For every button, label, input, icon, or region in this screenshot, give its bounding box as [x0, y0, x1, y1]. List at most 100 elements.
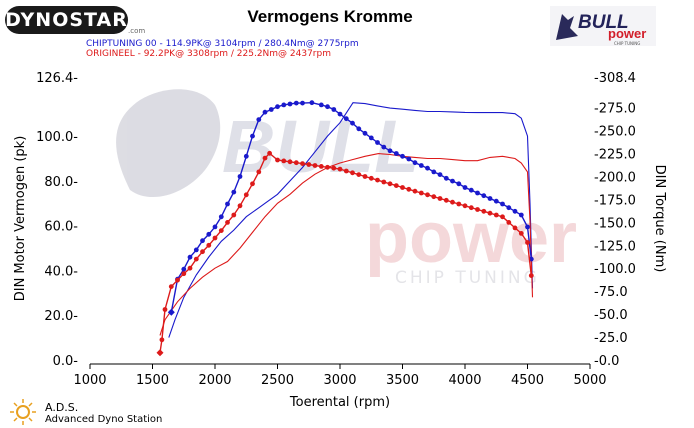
- data-point: [375, 140, 380, 145]
- data-point: [193, 247, 199, 253]
- series-line: [170, 101, 532, 313]
- data-point: [262, 109, 268, 115]
- start-marker: [156, 349, 164, 357]
- data-point: [267, 150, 272, 156]
- data-point: [181, 266, 187, 272]
- data-point: [318, 102, 324, 108]
- data-point: [425, 192, 430, 198]
- data-point: [406, 156, 412, 162]
- data-point: [200, 238, 205, 244]
- bull-logo-bull-text: BULL: [578, 12, 629, 33]
- dynostar-logo-sub: .com: [128, 27, 146, 35]
- data-point: [206, 242, 212, 248]
- data-point: [387, 148, 393, 154]
- data-point: [443, 175, 449, 181]
- data-point: [512, 225, 518, 231]
- data-point: [525, 240, 530, 245]
- data-point: [500, 214, 505, 220]
- data-point: [350, 170, 355, 176]
- data-point: [400, 185, 405, 190]
- y-right-tick-label: -50.0: [594, 308, 628, 323]
- data-point: [481, 208, 487, 214]
- data-point: [412, 188, 418, 194]
- data-point: [468, 187, 474, 193]
- data-point: [275, 104, 280, 110]
- data-point: [200, 249, 205, 255]
- data-point: [487, 210, 493, 216]
- y-right-tick-label: -100.0: [594, 262, 636, 277]
- data-point: [356, 172, 362, 178]
- data-point: [293, 100, 299, 106]
- y-left-tick-label: 126.4-: [36, 71, 78, 86]
- data-point: [231, 212, 237, 218]
- data-point: [331, 107, 337, 112]
- data-point: [275, 157, 280, 163]
- axes: 1000 1500 2000 2500 3000 3500 4000 4500 5000 0.0…: [13, 71, 667, 410]
- data-point: [318, 164, 324, 169]
- x-axis-label: Toerental (rpm): [289, 395, 390, 410]
- data-point: [443, 197, 449, 203]
- data-point: [356, 126, 362, 132]
- x-tick-label: 2500: [261, 373, 294, 388]
- bull-logo-chip-text: CHIP TUNING: [614, 41, 640, 46]
- data-point: [506, 205, 512, 211]
- data-point: [506, 220, 512, 225]
- watermark-power-text: power: [365, 198, 577, 278]
- data-point: [418, 190, 424, 196]
- y-right-tick-label: -175.0: [594, 193, 636, 208]
- y-right-ticks: -0.0 -25.0 -50.0 -75.0 -100.0 -125.0 -150.0 -17…: [594, 71, 636, 369]
- data-point: [350, 120, 355, 126]
- y-right-tick-label: -200.0: [594, 170, 636, 185]
- legend-origineel: ORIGINEEL - 92.2PK@ 3308rpm / 225.2Nm@ 2…: [86, 49, 331, 59]
- data-point: [412, 160, 418, 166]
- data-point: [212, 224, 218, 230]
- data-point: [487, 196, 493, 201]
- data-point: [325, 164, 330, 170]
- data-point: [168, 284, 174, 289]
- y-right-tick-label: -150.0: [594, 216, 636, 231]
- y-left-tick-label: 80.0-: [44, 175, 78, 190]
- data-point: [337, 111, 343, 117]
- watermark: BULL power CHIP TUNING: [116, 89, 577, 288]
- y-right-tick-label: -25.0: [594, 331, 628, 346]
- data-point: [425, 165, 430, 171]
- data-point: [450, 199, 455, 205]
- legend-chiptuning-text: CHIPTUNING 00 - 114.9PK@ 3104rpm / 280.4…: [86, 39, 359, 49]
- data-point: [431, 169, 437, 175]
- ads-sun-circle: [16, 405, 30, 419]
- x-tick-label: 2000: [198, 373, 231, 388]
- ads-sun-icon: [10, 399, 36, 425]
- series-power-origineel: [159, 153, 534, 336]
- data-point: [406, 186, 412, 192]
- ads-title: A.D.S.: [45, 401, 79, 414]
- data-point: [309, 100, 315, 106]
- data-point: [250, 181, 255, 187]
- y-left-tick-label: 100.0-: [36, 130, 78, 145]
- watermark-bull-head: [116, 89, 221, 198]
- data-point: [468, 205, 474, 211]
- data-point: [368, 135, 374, 141]
- y-axis-left-label: DIN Motor Vermogen (pk): [13, 136, 28, 302]
- data-point: [475, 207, 480, 212]
- y-left-tick-label: 60.0-: [44, 220, 78, 235]
- bull-logo-power-text: power: [608, 26, 646, 41]
- data-point: [300, 161, 305, 167]
- data-point: [393, 183, 399, 189]
- data-point: [193, 256, 199, 262]
- data-point: [281, 158, 287, 164]
- data-point: [481, 193, 487, 199]
- data-point: [337, 166, 343, 172]
- y-right-tick-label: -308.4: [594, 71, 636, 86]
- ads-subtitle: Advanced Dyno Station: [45, 414, 163, 425]
- series-torque-chiptuning: [167, 100, 534, 316]
- data-point: [343, 116, 349, 122]
- data-point: [237, 203, 243, 209]
- y-right-tick-label: -125.0: [594, 239, 636, 254]
- data-point: [237, 174, 243, 179]
- ads-sun-rays: [10, 399, 36, 425]
- data-point: [331, 165, 337, 171]
- data-point: [293, 160, 299, 166]
- data-point: [312, 163, 318, 168]
